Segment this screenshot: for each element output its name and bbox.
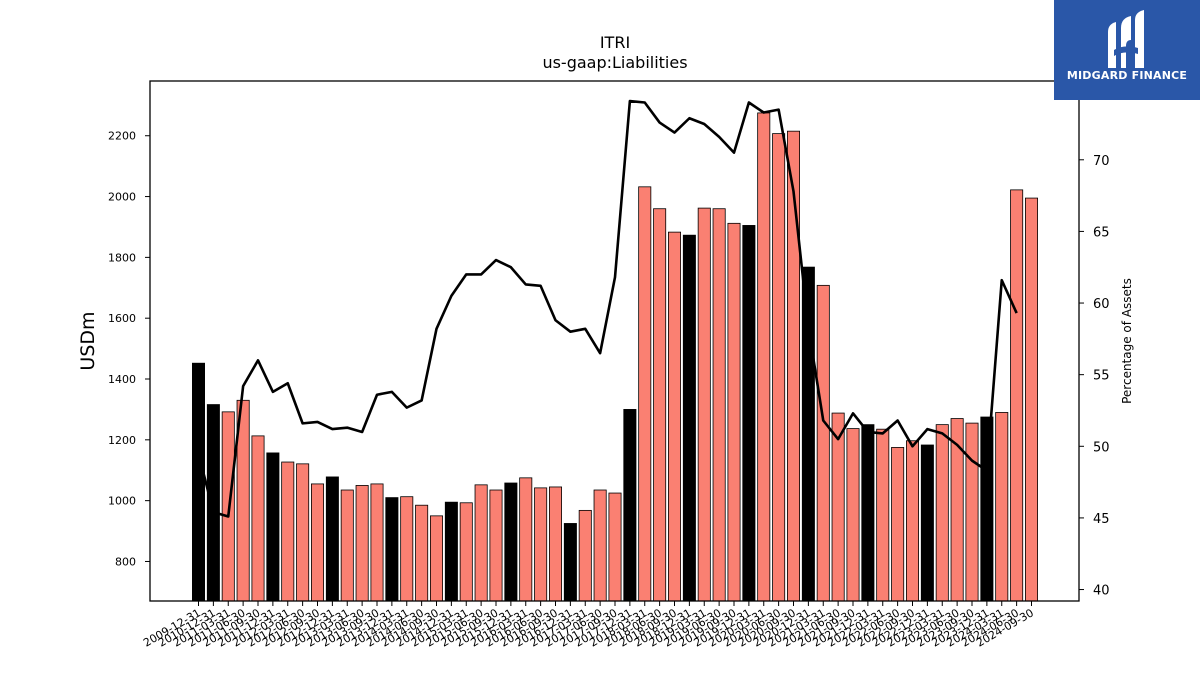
bar-2022-09-30 [906, 440, 920, 602]
y2-tick-label: 60 [1093, 297, 1110, 312]
bar-2017-09-30 [608, 492, 622, 602]
bar-2017-03-31 [578, 509, 592, 602]
bar-2016-03-31 [519, 477, 533, 602]
line-layer [197, 99, 1018, 518]
bar-2016-06-30 [534, 487, 548, 602]
bar-2023-09-30 [965, 422, 979, 602]
bar-2024-06-30 [1010, 189, 1024, 602]
bar-2020-03-31 [757, 112, 771, 602]
y-tick-label: 2000 [108, 191, 136, 204]
percentage-line [197, 99, 1018, 518]
bar-2015-06-30 [474, 484, 488, 602]
bar-2010-12-31 [206, 404, 220, 602]
bar-2019-09-30 [727, 222, 741, 602]
y-tick-label: 2200 [108, 130, 136, 143]
bar-2022-03-31 [876, 428, 890, 602]
bar-2021-06-30 [831, 412, 845, 602]
y-tick-label: 1200 [108, 434, 136, 447]
bar-2021-12-31 [861, 424, 875, 602]
bar-2015-03-31 [459, 502, 473, 602]
x-axis-ticks: 2009-12-312010-12-312011-03-312011-06-30… [141, 601, 1036, 650]
midgard-finance-logo: MIDGARD FINANCE [1054, 0, 1200, 100]
left-axis-ticks: 800 1000 1200 1400 1600 1800 2000 2200 [108, 130, 150, 568]
y2-tick-label: 55 [1093, 369, 1110, 384]
bar-2024-03-31 [995, 412, 1009, 602]
y2-tick-label: 50 [1093, 440, 1110, 455]
bar-2021-03-31 [816, 284, 830, 602]
y-tick-label: 800 [115, 555, 136, 568]
plot-frame [149, 80, 1080, 602]
y2-tick-label: 45 [1093, 512, 1110, 527]
bar-2013-03-31 [340, 489, 354, 602]
bar-2019-03-31 [697, 207, 711, 602]
y-tick-label: 1400 [108, 373, 136, 386]
chart-title: ITRI [600, 33, 630, 52]
bar-2013-06-30 [355, 485, 369, 602]
bar-2019-06-30 [712, 208, 726, 602]
bar-2024-09-30 [1025, 197, 1039, 602]
logo-mark-icon [1108, 10, 1144, 68]
y2-tick-label: 40 [1093, 584, 1110, 599]
bar-2014-06-30 [415, 504, 429, 602]
bar-2011-12-31 [266, 452, 280, 602]
bar-2014-12-31 [444, 501, 458, 602]
y2-tick-label: 70 [1093, 154, 1110, 169]
bar-2012-09-30 [310, 483, 324, 602]
bar-2014-03-31 [400, 496, 414, 602]
bar-2022-12-31 [920, 444, 934, 602]
bar-2018-12-31 [682, 234, 696, 602]
chart-subtitle: us-gaap:Liabilities [542, 53, 687, 72]
bar-2017-12-31 [623, 409, 637, 602]
y-tick-label: 1000 [108, 495, 136, 508]
right-axis-ticks: 40 45 50 55 60 65 70 [1079, 154, 1110, 599]
bar-2012-06-30 [296, 463, 310, 602]
bar-2018-03-31 [638, 186, 652, 602]
bar-2020-06-30 [772, 133, 786, 602]
bar-2016-12-31 [563, 523, 577, 602]
bar-2011-09-30 [251, 435, 265, 602]
bar-2013-12-31 [385, 497, 399, 602]
bar-2015-12-31 [504, 482, 518, 602]
bar-2019-12-31 [742, 225, 756, 602]
bar-2016-09-30 [549, 486, 563, 602]
bar-2017-06-30 [593, 489, 607, 602]
bar-2015-09-30 [489, 489, 503, 602]
bar-2023-03-31 [935, 424, 949, 602]
y-tick-label: 1800 [108, 251, 136, 264]
y2-axis-label: Percentage of Assets [1120, 278, 1134, 404]
bar-2009-12-31 [191, 362, 205, 602]
y-axis-label: USDm [77, 311, 99, 370]
logo-text: MIDGARD FINANCE [1066, 69, 1188, 82]
bar-2023-12-31 [980, 416, 994, 602]
bar-2021-09-30 [846, 428, 860, 602]
y2-tick-label: 65 [1093, 225, 1110, 240]
bar-2012-03-31 [281, 461, 295, 602]
bars-group [191, 112, 1039, 602]
y-tick-label: 1600 [108, 312, 136, 325]
bar-2022-06-30 [891, 447, 905, 602]
bar-2014-09-30 [429, 515, 443, 602]
bar-2012-12-31 [325, 476, 339, 602]
bar-2013-09-30 [370, 483, 384, 602]
bar-2018-09-30 [668, 231, 682, 602]
bar-2018-06-30 [653, 208, 667, 602]
